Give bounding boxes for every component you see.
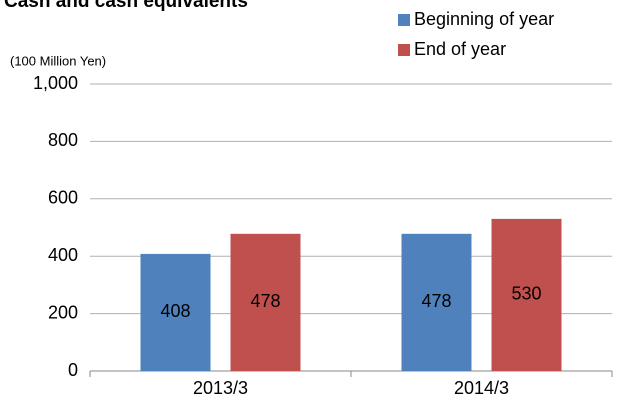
x-tick-label: 2014/3 bbox=[454, 378, 509, 398]
legend-label: Beginning of year bbox=[414, 9, 554, 29]
axis-label: (100 Million Yen) bbox=[10, 53, 106, 68]
bar bbox=[140, 253, 211, 371]
chart-title: Cash and cash equivalents bbox=[4, 0, 248, 12]
y-tick-label: 0 bbox=[68, 360, 78, 380]
bar bbox=[491, 218, 562, 371]
data-label: 478 bbox=[250, 291, 280, 311]
data-label: 408 bbox=[160, 301, 190, 321]
bar bbox=[230, 233, 301, 371]
y-tick-label: 600 bbox=[48, 188, 78, 208]
y-tick-label: 200 bbox=[48, 302, 78, 322]
legend-swatch bbox=[398, 14, 410, 26]
data-label: 530 bbox=[511, 284, 541, 304]
y-tick-label: 400 bbox=[48, 245, 78, 265]
y-tick-label: 800 bbox=[48, 130, 78, 150]
legend-swatch bbox=[398, 44, 410, 56]
y-tick-label: 1,000 bbox=[33, 73, 78, 93]
x-tick-label: 2013/3 bbox=[193, 378, 248, 398]
legend-label: End of year bbox=[414, 39, 506, 59]
bar bbox=[401, 233, 472, 371]
data-label: 478 bbox=[421, 291, 451, 311]
